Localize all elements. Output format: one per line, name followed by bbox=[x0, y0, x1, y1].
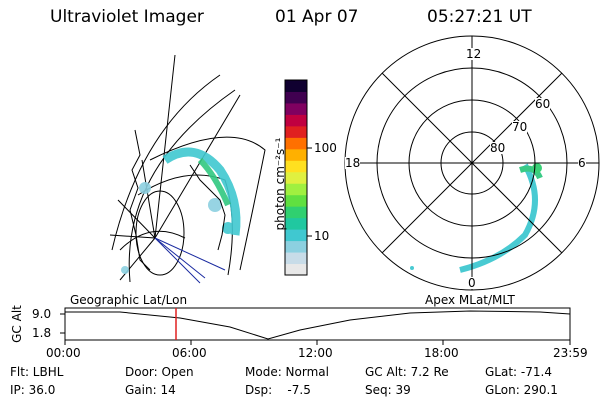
colorbar-segment bbox=[285, 206, 307, 219]
mlt-label-18: 18 bbox=[345, 156, 361, 170]
instrument-title: Ultraviolet Imager bbox=[50, 7, 204, 27]
colorbar-tick-10: 10 bbox=[314, 229, 330, 243]
status-dsp: Dsp: -7.5 bbox=[245, 383, 311, 397]
colorbar-segment bbox=[285, 160, 307, 173]
strip-xtick-0600: 06:00 bbox=[172, 346, 207, 360]
date-label: 01 Apr 07 bbox=[275, 7, 359, 27]
status-glon: GLon: 290.1 bbox=[485, 383, 558, 397]
status-ip: IP: 36.0 bbox=[10, 383, 56, 397]
strip-xtick-1200: 12:00 bbox=[298, 346, 333, 360]
colorbar-segment bbox=[285, 125, 307, 138]
strip-xtick-0000: 00:00 bbox=[46, 346, 81, 360]
colorbar-segment bbox=[285, 171, 307, 184]
lat-label-80: 80 bbox=[490, 141, 506, 155]
strip-xtick-1800: 18:00 bbox=[424, 346, 459, 360]
colorbar-segment bbox=[285, 137, 307, 150]
status-gain: Gain: 14 bbox=[125, 383, 176, 397]
colorbar-segment bbox=[285, 183, 307, 196]
mlt-label-6: 6 bbox=[578, 156, 586, 170]
status-gc-alt: GC Alt: 7.2 Re bbox=[365, 365, 449, 379]
strip-ytick-1-8: 1.8 bbox=[32, 326, 52, 340]
colorbar-segment bbox=[285, 217, 307, 230]
status-flt: Flt: LBHL bbox=[10, 365, 64, 379]
lat-label-60: 60 bbox=[535, 97, 551, 111]
colorbar-tick-100: 100 bbox=[314, 141, 337, 155]
geo-plot-label: Geographic Lat/Lon bbox=[70, 293, 188, 307]
apex-plot-label: Apex MLat/MLT bbox=[425, 293, 515, 307]
colorbar-segment bbox=[285, 194, 307, 207]
time-label: 05:27:21 UT bbox=[427, 7, 532, 27]
colorbar-segment bbox=[285, 263, 307, 276]
strip-ytick-9: 9.0 bbox=[32, 307, 52, 321]
colorbar-segment bbox=[285, 229, 307, 242]
status-mode: Mode: Normal bbox=[245, 365, 329, 379]
colorbar-segment bbox=[285, 102, 307, 115]
status-seq: Seq: 39 bbox=[365, 383, 411, 397]
strip-xtick-2359: 23:59 bbox=[553, 346, 588, 360]
colorbar-segment bbox=[285, 252, 307, 265]
mlt-label-12: 12 bbox=[466, 47, 482, 61]
status-glat: GLat: -71.4 bbox=[485, 365, 552, 379]
lat-label-70: 70 bbox=[512, 120, 528, 134]
colorbar-segment bbox=[285, 148, 307, 161]
mlt-label-0: 0 bbox=[468, 276, 476, 290]
colorbar-segment bbox=[285, 240, 307, 253]
status-door: Door: Open bbox=[125, 365, 194, 379]
colorbar-segment bbox=[285, 114, 307, 127]
colorbar-segment bbox=[285, 80, 307, 92]
strip-axis-label: GC Alt bbox=[10, 305, 24, 343]
colorbar-segment bbox=[285, 91, 307, 104]
